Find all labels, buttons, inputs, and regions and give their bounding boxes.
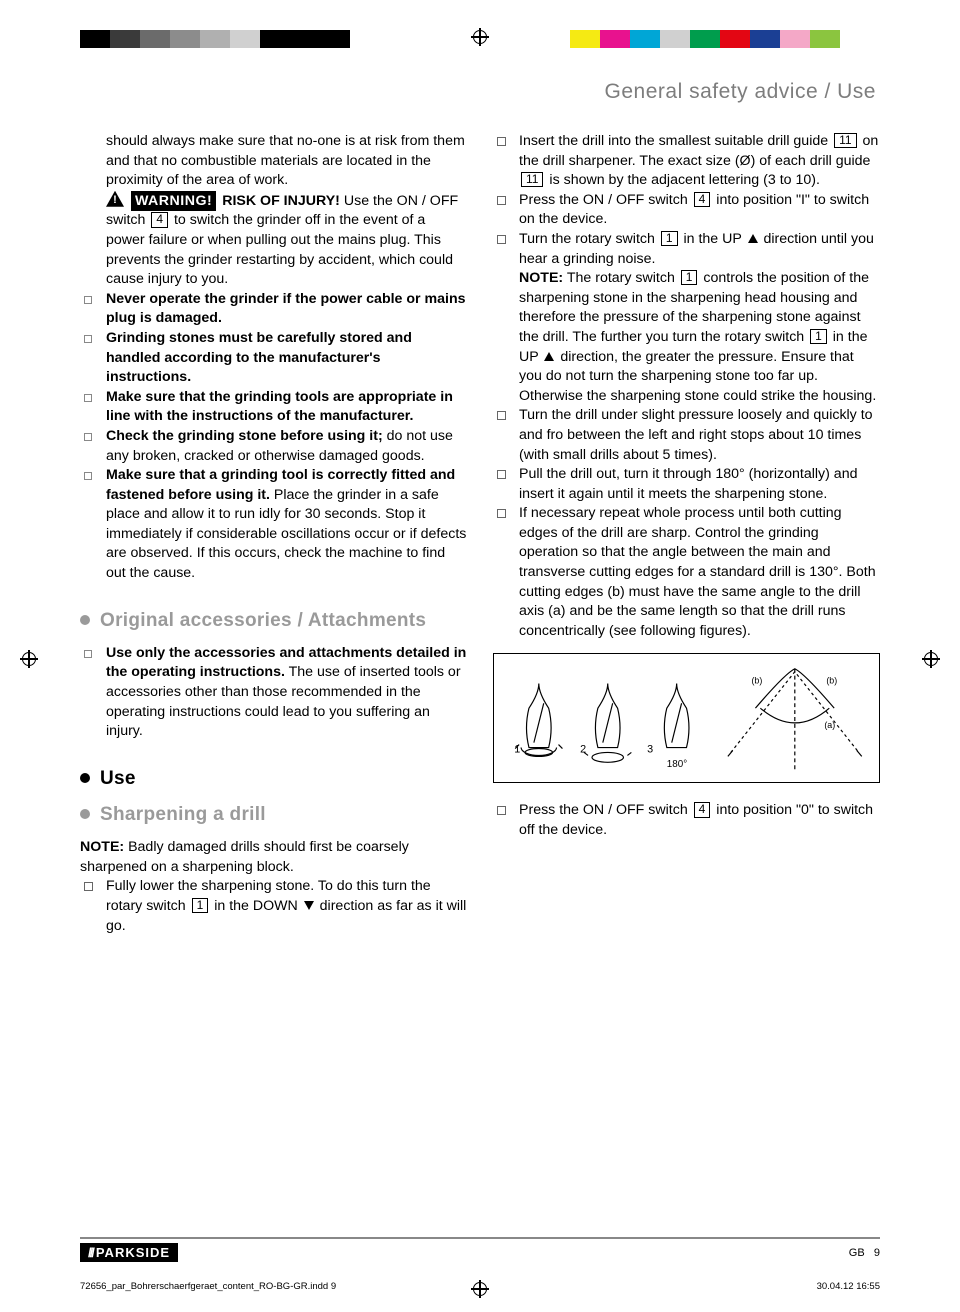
- colorbar-right: [570, 30, 870, 48]
- r4: Turn the drill under slight pressure loo…: [519, 407, 873, 462]
- accessories-list: Use only the accessories and attachments…: [80, 644, 467, 742]
- sec-use: Use: [100, 768, 136, 789]
- n2e: direction, the greater the pressure. Ens…: [519, 349, 876, 404]
- ref-box-1c: 1: [681, 270, 698, 285]
- meta-date: 30.04.12 16:55: [817, 1281, 880, 1292]
- section-sharpen: Sharpening a drill: [80, 802, 467, 828]
- r7a: Press the ON / OFF switch: [519, 802, 692, 818]
- colorbar-left: [80, 30, 380, 48]
- safety-item-2: Grinding stones must be carefully stored…: [106, 329, 467, 388]
- sec1-title: Original accessories / Attachments: [100, 610, 426, 631]
- li1: Never operate the grinder if the power c…: [106, 291, 466, 327]
- ref-box-11b: 11: [521, 172, 543, 187]
- sharpen-step-6: Pull the drill out, turn it through 180°…: [519, 465, 880, 504]
- li4a: Check the grinding stone before using it…: [106, 428, 383, 444]
- fig-b1: (b): [751, 676, 762, 686]
- warning-title: RISK OF INJURY!: [218, 193, 340, 209]
- accessories-item: Use only the accessories and attachments…: [106, 644, 467, 742]
- note-label: NOTE:: [80, 839, 124, 855]
- note2-label: NOTE:: [519, 270, 563, 286]
- sh1b: in the DOWN: [210, 898, 301, 914]
- sharpen-step-5: Turn the drill under slight pressure loo…: [519, 406, 880, 465]
- crosshair-right: [922, 650, 940, 668]
- meta-file: 72656_par_Bohrerschaerfgeraet_content_RO…: [80, 1281, 336, 1292]
- r1c: is shown by the adjacent lettering (3 to…: [545, 172, 819, 188]
- columns: should always make sure that no-one is a…: [80, 132, 880, 936]
- sharpen-step-off: Press the ON / OFF switch 4 into positio…: [519, 801, 880, 840]
- brand-logo: ///PARKSIDE: [80, 1243, 178, 1262]
- r2a: Press the ON / OFF switch: [519, 192, 692, 208]
- r3b: in the UP: [680, 231, 746, 247]
- r5: Pull the drill out, turn it through 180°…: [519, 466, 857, 502]
- note-para: NOTE: Badly damaged drills should first …: [80, 838, 467, 877]
- sharpen-list-1: Fully lower the sharpening stone. To do …: [80, 877, 467, 936]
- ref-box-4c: 4: [694, 802, 711, 817]
- print-meta: 72656_par_Bohrerschaerfgeraet_content_RO…: [80, 1281, 880, 1292]
- column-right: Insert the drill into the smallest suita…: [493, 132, 880, 936]
- sharpen-step-1: Fully lower the sharpening stone. To do …: [106, 877, 467, 936]
- up-triangle-icon-2: [544, 352, 554, 361]
- sharpen-list-3: Press the ON / OFF switch 4 into positio…: [493, 801, 880, 840]
- warning-para: WARNING! RISK OF INJURY! Use the ON / OF…: [80, 191, 467, 290]
- fig-n3: 3: [647, 744, 653, 756]
- note-text: Badly damaged drills should first be coa…: [80, 839, 409, 875]
- warning-triangle-icon: [106, 191, 124, 207]
- fig-n1: 1: [514, 744, 520, 756]
- drill-figure-svg: 1 2 3 180°: [494, 654, 879, 782]
- bullet-icon: [80, 615, 90, 625]
- page-number: 9: [874, 1247, 880, 1259]
- up-triangle-icon: [748, 234, 758, 243]
- crosshair-left: [20, 650, 38, 668]
- ref-box-4b: 4: [694, 192, 711, 207]
- warning-label: WARNING!: [131, 191, 216, 212]
- r6: If necessary repeat whole process until …: [519, 505, 876, 639]
- page-footer: ///PARKSIDE GB 9: [80, 1237, 880, 1262]
- safety-item-5: Make sure that a grinding tool is correc…: [106, 466, 467, 584]
- fig-n2: 2: [580, 744, 586, 756]
- brand-text: PARKSIDE: [96, 1245, 170, 1260]
- r3a: Turn the rotary switch: [519, 231, 659, 247]
- ref-box-11a: 11: [834, 133, 856, 148]
- safety-item-4: Check the grinding stone before using it…: [106, 427, 467, 466]
- country-code: GB: [849, 1247, 865, 1259]
- down-triangle-icon: [304, 901, 314, 910]
- intro-text: should always make sure that no-one is a…: [106, 133, 465, 188]
- bullet-icon-black: [80, 773, 90, 783]
- sharpen-list-2: Insert the drill into the smallest suita…: [493, 132, 880, 641]
- section-accessories: Original accessories / Attachments: [80, 608, 467, 634]
- sharpen-step-2: Insert the drill into the smallest suita…: [519, 132, 880, 191]
- column-left: should always make sure that no-one is a…: [80, 132, 467, 936]
- safety-item-1: Never operate the grinder if the power c…: [106, 290, 467, 329]
- page-content: General safety advice / Use should alway…: [80, 80, 880, 1222]
- n2b: The rotary switch: [563, 270, 679, 286]
- intro-para: should always make sure that no-one is a…: [80, 132, 467, 191]
- sharpen-step-7: If necessary repeat whole process until …: [519, 504, 880, 641]
- safety-item-3: Make sure that the grinding tools are ap…: [106, 388, 467, 427]
- li3: Make sure that the grinding tools are ap…: [106, 389, 453, 425]
- bullet-icon-2: [80, 809, 90, 819]
- page-info: GB 9: [849, 1247, 880, 1259]
- drill-figure: 1 2 3 180°: [493, 653, 880, 783]
- ref-box-1: 1: [192, 898, 209, 913]
- sec-sharpen: Sharpening a drill: [100, 804, 266, 825]
- sharpen-step-3: Press the ON / OFF switch 4 into positio…: [519, 191, 880, 230]
- brand-slashes: ///: [88, 1245, 93, 1260]
- page-header: General safety advice / Use: [80, 80, 880, 104]
- li2: Grinding stones must be carefully stored…: [106, 330, 412, 385]
- fig-b2: (b): [826, 676, 837, 686]
- ref-box-4: 4: [151, 212, 168, 227]
- sharpen-step-4: Turn the rotary switch 1 in the UP direc…: [519, 230, 880, 406]
- safety-list: Never operate the grinder if the power c…: [80, 290, 467, 584]
- r1a: Insert the drill into the smallest suita…: [519, 133, 832, 149]
- ref-box-1d: 1: [810, 329, 827, 344]
- fig-deg: 180°: [667, 760, 687, 771]
- registration-marks-top: [0, 20, 960, 50]
- crosshair-top: [471, 28, 489, 46]
- fig-a: (a): [824, 720, 835, 730]
- ref-box-1b: 1: [661, 231, 678, 246]
- section-use: Use: [80, 766, 467, 792]
